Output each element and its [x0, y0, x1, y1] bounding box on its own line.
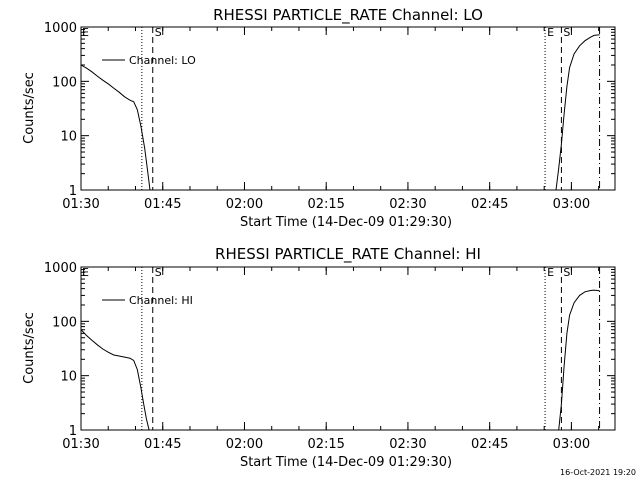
x-tick-label: 02:00 [226, 437, 263, 452]
marker-label: S [563, 266, 570, 279]
corner-label: E [82, 266, 89, 279]
plot-frame [80, 266, 616, 431]
footer-timestamp: 16-Oct-2021 19:20 [560, 468, 636, 477]
marker-label: E [547, 266, 554, 279]
x-tick-label: 01:45 [144, 437, 181, 452]
y-tick-label: 100 [52, 75, 77, 90]
series-line [555, 34, 600, 191]
plot-area: 01:30 01:45 02:00 02:15 02:30 02:45 03:00 1 10 10… [44, 21, 616, 212]
y-tick-label: 100 [52, 315, 77, 330]
chart-title: RHESSI PARTICLE_RATE Channel: HI [215, 245, 481, 264]
y-axis-label: Counts/sec [22, 312, 37, 384]
series-line [558, 289, 600, 431]
y-tick-label: 10 [60, 130, 77, 145]
legend-label: Channel: LO [129, 54, 196, 67]
x-tick-label: 02:15 [307, 437, 344, 452]
marker-label: E [547, 26, 554, 39]
chart-bottom: RHESSI PARTICLE_RATE Channel: HI Counts/… [22, 245, 616, 470]
x-tick-label: 02:00 [226, 197, 263, 212]
y-tick-label: 1 [69, 424, 77, 439]
plot-area: 01:30 01:45 02:00 02:15 02:30 02:45 03:00 1 10 10… [44, 261, 616, 452]
y-tick-label: 1000 [44, 261, 77, 276]
marker-label: S [155, 26, 162, 39]
x-tick-label: 01:30 [62, 197, 99, 212]
x-tick-label: 03:00 [553, 197, 590, 212]
plot-frame [80, 26, 616, 191]
x-tick-label: 02:30 [389, 437, 426, 452]
legend-label: Channel: HI [129, 294, 193, 307]
x-tick-label: 01:30 [62, 437, 99, 452]
corner-label: E [82, 26, 89, 39]
y-tick-label: 10 [60, 370, 77, 385]
y-tick-label: 1 [69, 184, 77, 199]
x-tick-label: 01:45 [144, 197, 181, 212]
chart-title: RHESSI PARTICLE_RATE Channel: LO [213, 6, 483, 25]
marker-label: S [155, 266, 162, 279]
y-axis-label: Counts/sec [22, 72, 37, 144]
x-tick-label: 02:45 [471, 197, 508, 212]
y-tick-label: 1000 [44, 21, 77, 36]
x-tick-label: 02:45 [471, 437, 508, 452]
x-axis-label: Start Time (14-Dec-09 01:29:30) [240, 215, 452, 230]
series-line [80, 64, 151, 191]
x-tick-label: 02:30 [389, 197, 426, 212]
series-line [80, 329, 150, 431]
x-tick-label: 02:15 [307, 197, 344, 212]
marker-label: S [563, 26, 570, 39]
chart-top: RHESSI PARTICLE_RATE Channel: LO Counts/… [22, 6, 616, 230]
x-axis-label: Start Time (14-Dec-09 01:29:30) [240, 455, 452, 470]
x-tick-label: 03:00 [553, 437, 590, 452]
